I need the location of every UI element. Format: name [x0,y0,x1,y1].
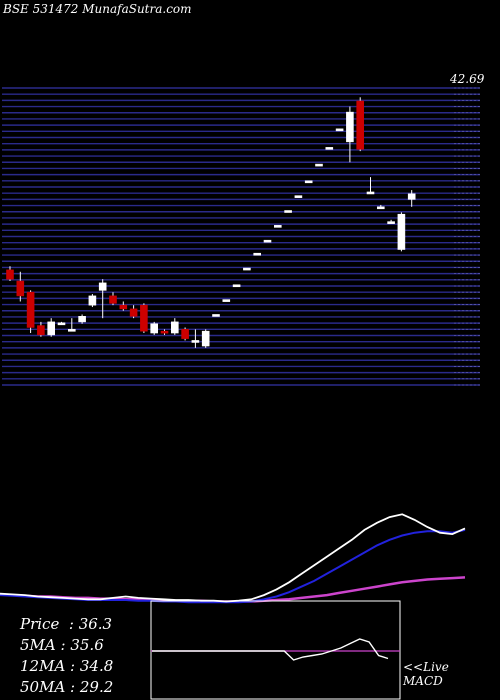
macd-panel [150,600,401,700]
candle-body [304,180,313,184]
candle-body [37,325,45,336]
candle-body [366,191,375,195]
candle-body [407,193,416,200]
candle-body [150,323,158,334]
candle-body [171,321,179,334]
macd-label-line1: <<Live [403,660,449,674]
candle-body [397,213,406,250]
candle-body [181,329,189,339]
candle-body [47,321,56,336]
candle-body [109,295,117,304]
candle-body [387,221,395,224]
candle-body [243,267,251,271]
candle-body [140,304,148,332]
candle-body [6,269,14,280]
max-price-label: 42.69 [450,72,485,86]
candle-body [57,322,66,326]
stat-12ma: 12MA : 34.8 [20,657,114,675]
candle-body [284,210,292,213]
candle-body [325,147,334,150]
candle-body [335,128,344,132]
candle-body [68,329,76,332]
candle-body [26,291,35,328]
candle-body [294,195,303,198]
candle-body [315,163,323,167]
stat-5ma: 5MA : 35.6 [20,636,104,654]
candle-body [16,280,25,297]
candle-body [212,314,220,317]
macd-label: <<Live MACD [403,660,449,688]
candle-body [263,239,272,243]
candle-body [222,299,231,302]
candle-series [6,97,416,348]
candle-body [78,316,86,323]
stat-50ma: 50MA : 29.2 [20,678,114,696]
candle-body [119,304,128,310]
candle-body [88,295,97,306]
chart-title: BSE 531472 MunafaSutra.com [3,2,192,16]
macd-line [152,638,389,661]
candle-body [160,330,169,334]
candle-body [129,308,138,317]
stat-price: Price : 36.3 [20,615,113,633]
macd-label-line2: MACD [403,674,443,688]
candle-body [201,330,210,347]
candle-body [232,284,241,288]
macd-series [151,638,400,661]
candle-body [273,225,282,228]
candle-body [356,100,365,150]
candle-body [346,111,354,143]
candle-body [376,206,385,210]
candle-body [253,252,261,256]
candle-body [98,282,107,291]
stats-panel: Price : 36.3 5MA : 35.6 12MA : 34.8 50MA… [20,614,113,698]
candle-body [191,340,200,343]
